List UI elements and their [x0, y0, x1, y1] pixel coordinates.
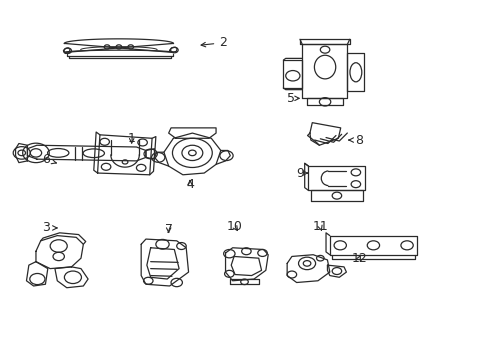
Text: 6: 6: [42, 153, 56, 166]
Text: 9: 9: [296, 167, 307, 180]
Text: 12: 12: [350, 252, 366, 265]
Text: 4: 4: [185, 178, 194, 191]
Text: 10: 10: [226, 220, 243, 233]
Text: 1: 1: [127, 132, 135, 145]
Text: 2: 2: [201, 36, 226, 49]
Text: 7: 7: [164, 223, 172, 236]
Text: 3: 3: [42, 221, 57, 234]
Text: 8: 8: [348, 134, 363, 147]
Text: 11: 11: [312, 220, 327, 233]
Text: 5: 5: [286, 92, 299, 105]
